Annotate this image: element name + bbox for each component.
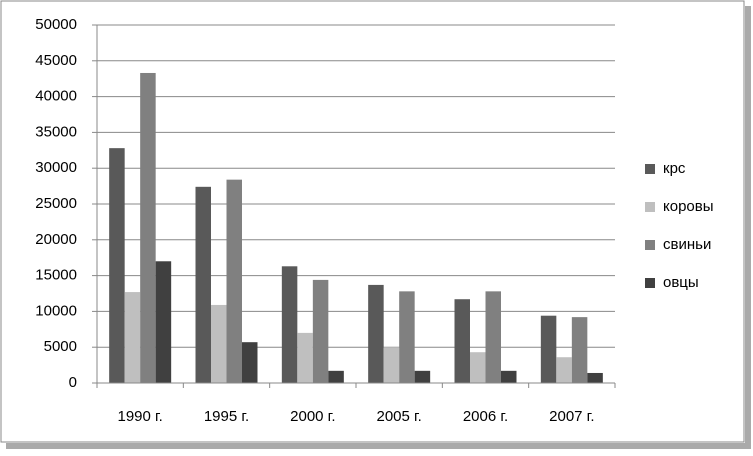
bar (312, 279, 329, 383)
x-tick-label: 1990 г. (117, 408, 162, 425)
x-tick-label: 2005 г. (376, 408, 421, 425)
x-tick-label: 2007 г. (549, 408, 594, 425)
bar (297, 332, 313, 383)
y-tick-label: 40000 (35, 88, 77, 105)
x-tick-label: 1995 г. (204, 408, 249, 425)
frame-shadow (745, 6, 751, 447)
bar (155, 261, 172, 383)
frame-shadow (6, 443, 751, 449)
y-tick-label: 30000 (35, 159, 77, 176)
bar (399, 291, 415, 383)
bar (485, 291, 501, 383)
y-tick-label: 35000 (35, 123, 77, 140)
legend-swatch (645, 278, 655, 288)
bar (281, 266, 298, 383)
bar (587, 372, 603, 383)
legend-label: крс (663, 160, 686, 177)
bar (571, 317, 588, 383)
bar (454, 299, 470, 383)
bar (109, 148, 125, 383)
bar (211, 304, 227, 383)
x-tick-label: 2006 г. (463, 408, 508, 425)
legend-label: овцы (663, 274, 699, 291)
bar (140, 72, 156, 384)
bar (501, 370, 517, 383)
y-tick-label: 20000 (35, 231, 77, 248)
y-tick-label: 0 (69, 374, 77, 391)
legend-label: коровы (663, 198, 714, 215)
legend-swatch (645, 164, 655, 174)
bar (540, 315, 557, 383)
y-tick-label: 45000 (35, 52, 77, 69)
y-tick-label: 15000 (35, 267, 77, 284)
x-tick-label: 2000 г. (290, 408, 335, 425)
bar (383, 347, 400, 383)
bar (414, 370, 431, 383)
bar (556, 357, 572, 383)
bar (195, 186, 211, 383)
bar (124, 292, 141, 383)
bar (328, 370, 344, 383)
bar (226, 179, 242, 383)
bar (368, 284, 384, 383)
legend-label: свиньи (663, 236, 711, 253)
y-tick-label: 10000 (35, 302, 77, 319)
bar (242, 342, 258, 383)
y-tick-label: 25000 (35, 195, 77, 212)
legend-swatch (645, 202, 655, 212)
legend-swatch (645, 240, 655, 250)
y-tick-label: 5000 (44, 338, 77, 355)
y-tick-label: 50000 (35, 16, 77, 33)
bar (470, 352, 486, 383)
